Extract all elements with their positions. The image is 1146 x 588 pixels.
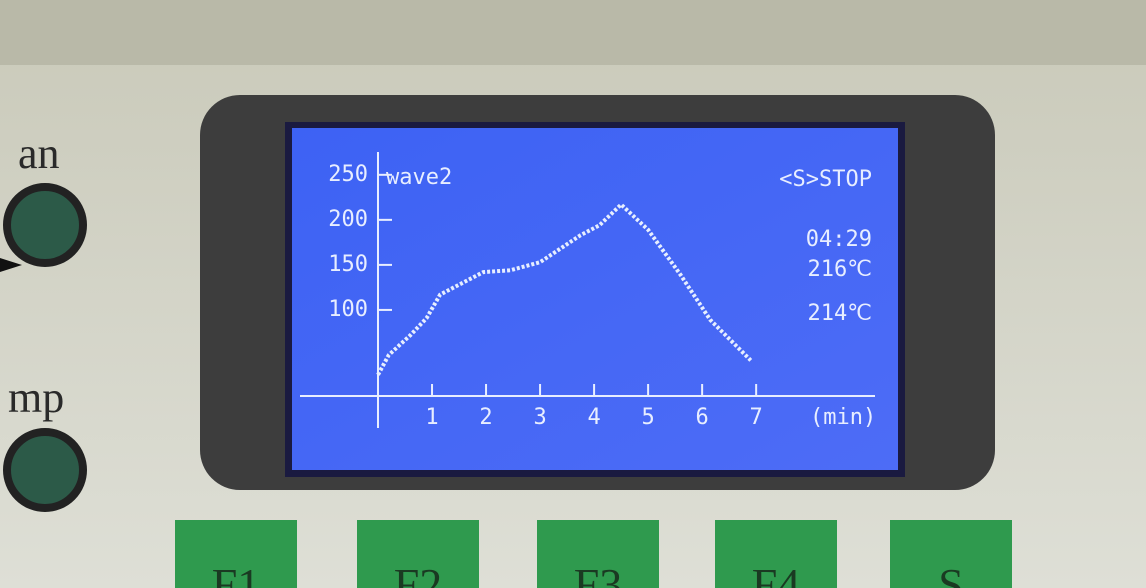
y-tick-label: 100 [328,297,368,322]
round-button[interactable] [3,428,87,512]
time: 04:29 [806,227,872,252]
status: <S>STOP [779,167,872,192]
function-button[interactable] [715,520,837,588]
temperature: 216℃ [808,257,872,282]
x-tick-label: 2 [479,405,492,430]
temperature: 214℃ [808,301,872,326]
chart-title: wave2 [386,165,452,190]
x-tick-label: 3 [533,405,546,430]
screen [292,128,898,470]
x-tick-label: 5 [641,405,654,430]
x-tick-label: 6 [696,405,709,430]
x-tick-label: 1 [425,405,438,430]
button-label: F3 [574,559,623,588]
button-label: S [938,559,964,588]
arrow [0,258,22,272]
button-label: F2 [394,559,443,588]
top-edge [0,0,1146,65]
button-label: F1 [212,559,261,588]
function-button[interactable] [357,520,479,588]
function-button[interactable] [890,520,1012,588]
line [376,201,753,376]
y-tick-label: 250 [328,162,368,187]
x-tick-label: 7 [750,405,763,430]
side-label: an [18,129,60,178]
button-label: F4 [752,559,801,588]
x-tick-label: 4 [587,405,600,430]
round-button[interactable] [3,183,87,267]
function-button[interactable] [537,520,659,588]
function-button[interactable] [175,520,297,588]
side-label: mp [8,373,64,422]
y-tick-label: 150 [328,252,368,277]
x-axis-label: (min) [810,405,876,430]
y-tick-label: 200 [328,207,368,232]
